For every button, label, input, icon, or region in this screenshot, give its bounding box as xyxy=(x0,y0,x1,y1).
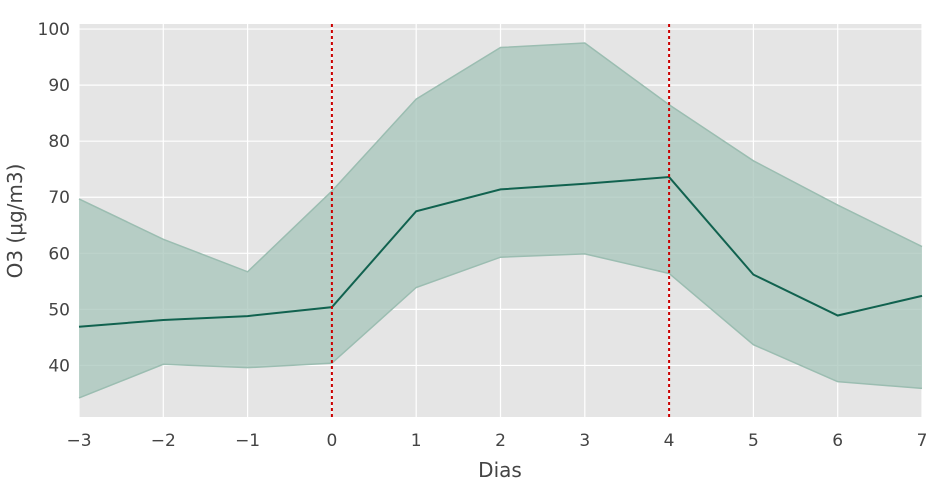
confidence-band xyxy=(79,43,922,398)
x-tick-label: 1 xyxy=(411,431,422,451)
y-tick-label: 60 xyxy=(48,244,70,264)
x-tick-label: 4 xyxy=(664,431,675,451)
x-tick-label: −1 xyxy=(235,431,260,451)
y-tick-label: 40 xyxy=(48,356,70,376)
x-axis-title: Dias xyxy=(478,458,522,482)
y-tick-label: 80 xyxy=(48,132,70,152)
series-line xyxy=(78,176,923,328)
band-lower-edge xyxy=(78,253,923,399)
x-tick-label: 2 xyxy=(495,431,506,451)
y-tick-label: 50 xyxy=(48,300,70,320)
y-tick-label: 70 xyxy=(48,188,70,208)
y-axis-ticks: 40 50 60 70 80 90 100 xyxy=(38,20,70,376)
x-tick-label: 0 xyxy=(326,431,337,451)
confidence-band-group xyxy=(78,42,923,399)
y-tick-label: 90 xyxy=(48,76,70,96)
x-tick-label: −2 xyxy=(151,431,176,451)
y-axis-title: O3 (μg/m3) xyxy=(3,164,27,279)
x-axis-ticks: −3 −2 −1 0 1 2 3 4 5 6 7 xyxy=(66,431,927,451)
x-tick-label: 5 xyxy=(748,431,759,451)
series-lines-group xyxy=(78,176,923,328)
x-tick-label: 3 xyxy=(579,431,590,451)
x-tick-label: 7 xyxy=(917,431,928,451)
x-tick-label: −3 xyxy=(66,431,91,451)
band-upper-edge xyxy=(78,42,923,273)
y-tick-label: 100 xyxy=(38,20,70,40)
x-tick-label: 6 xyxy=(832,431,843,451)
